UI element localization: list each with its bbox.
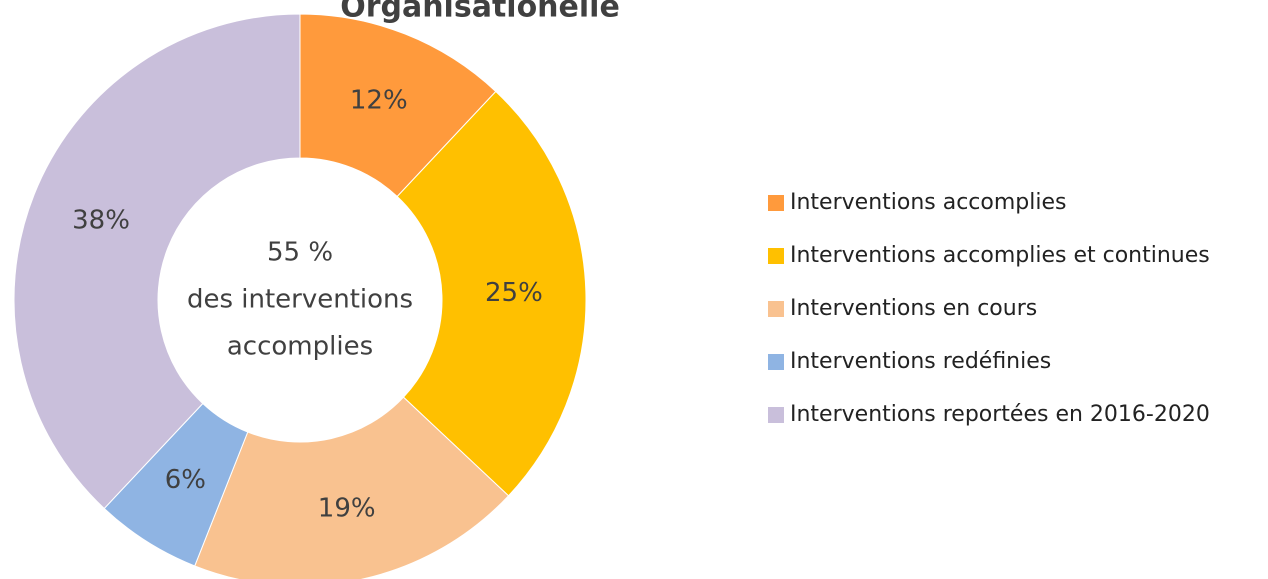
donut-slice bbox=[299, 13, 497, 198]
legend-swatch bbox=[768, 195, 784, 211]
legend-swatch bbox=[768, 301, 784, 317]
data-label: 38% bbox=[72, 206, 130, 236]
legend-label: Interventions accomplies bbox=[790, 190, 1066, 215]
center-text: accomplies bbox=[227, 332, 373, 362]
legend-swatch bbox=[768, 354, 784, 370]
donut-slice bbox=[13, 13, 301, 510]
legend-swatch bbox=[768, 407, 784, 423]
legend-swatch bbox=[768, 248, 784, 264]
legend-label: Interventions reportées en 2016-2020 bbox=[790, 402, 1210, 427]
donut-slice bbox=[194, 396, 510, 579]
legend-label: Interventions accomplies et continues bbox=[790, 243, 1210, 268]
center-text: des interventions bbox=[187, 285, 413, 315]
center-text: 55 % bbox=[267, 238, 333, 268]
legend-label: Interventions en cours bbox=[790, 296, 1037, 321]
donut-slice bbox=[396, 90, 587, 497]
data-label: 25% bbox=[485, 278, 543, 308]
legend-label: Interventions redéfinies bbox=[790, 349, 1051, 374]
data-label: 12% bbox=[350, 86, 408, 116]
chart-title: Organisationelle bbox=[340, 0, 620, 25]
data-label: 6% bbox=[165, 465, 206, 495]
data-label: 19% bbox=[318, 493, 376, 523]
